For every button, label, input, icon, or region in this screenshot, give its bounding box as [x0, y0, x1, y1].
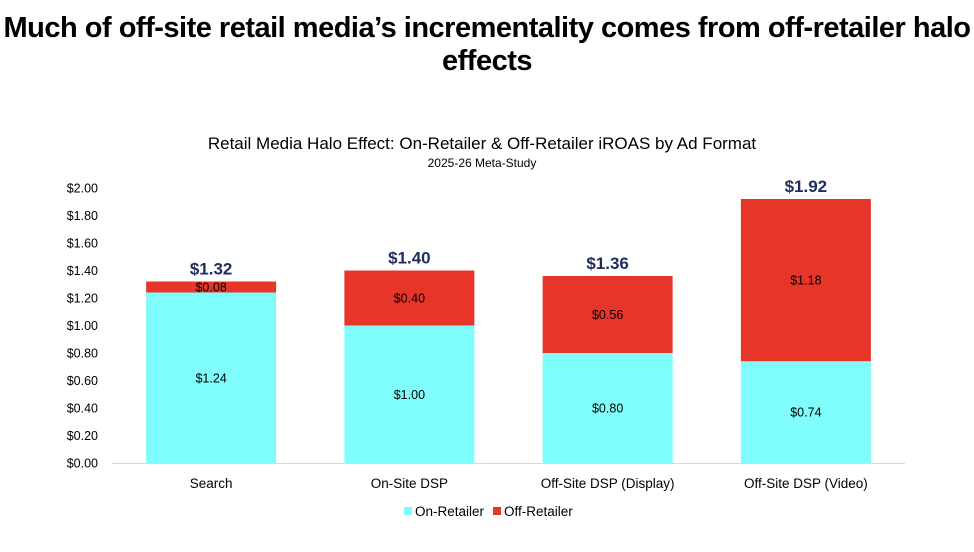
y-tick-label: $0.20 [67, 429, 98, 443]
y-axis: $0.00 $0.20 $0.40 $0.60 $0.80 $1.00 $1.20 $1.40… [67, 182, 98, 471]
data-label: $0.80 [592, 402, 623, 416]
y-tick-label: $2.00 [67, 182, 98, 196]
y-tick-label: $0.80 [67, 347, 98, 361]
y-tick-label: $0.00 [67, 457, 98, 471]
data-label: $0.08 [195, 281, 226, 295]
x-tick-label: Search [190, 476, 233, 491]
data-label: $1.00 [394, 388, 425, 402]
bar-segment-on-retailer [146, 292, 277, 463]
y-tick-label: $1.00 [67, 319, 98, 333]
bar-segment-off-retailer [344, 270, 475, 326]
y-tick-label: $1.60 [67, 237, 98, 251]
bar-segment-on-retailer [542, 353, 673, 463]
total-label: $1.36 [586, 254, 629, 273]
legend-swatch [493, 507, 501, 515]
legend-label: Off-Retailer [504, 504, 573, 519]
data-label: $0.74 [790, 406, 821, 420]
bar-segment-on-retailer [740, 361, 871, 463]
x-tick-label: On-Site DSP [371, 476, 448, 491]
bar-segment-on-retailer [344, 325, 475, 463]
bar-segment-off-retailer [740, 199, 871, 362]
total-label: $1.92 [785, 177, 828, 196]
legend-label: On-Retailer [415, 504, 485, 519]
x-axis: Search On-Site DSP Off-Site DSP (Display) O… [112, 463, 905, 491]
page-headline: Much of off-site retail media’s incremen… [3, 12, 971, 77]
data-label: $1.24 [195, 371, 226, 385]
y-tick-label: $1.20 [67, 292, 98, 306]
legend: On-Retailer Off-Retailer [404, 504, 573, 519]
plot-area: $1.24 $0.08 $1.32 $1.00 $0.40 $1.40 $0.80 $0.56… [146, 177, 871, 463]
bar-segment-off-retailer [146, 281, 277, 293]
chart-title: Retail Media Halo Effect: On-Retailer & … [208, 134, 757, 153]
chart-subtitle: 2025-26 Meta-Study [428, 156, 537, 170]
bar-segment-off-retailer [542, 276, 673, 353]
x-tick-label: Off-Site DSP (Display) [541, 476, 675, 491]
y-tick-label: $1.80 [67, 209, 98, 223]
y-tick-label: $0.40 [67, 402, 98, 416]
total-label: $1.32 [190, 260, 233, 279]
total-label: $1.40 [388, 249, 431, 268]
data-label: $0.40 [394, 292, 425, 306]
legend-swatch [404, 507, 412, 515]
data-label: $0.56 [592, 308, 623, 322]
y-tick-label: $0.60 [67, 374, 98, 388]
y-tick-label: $1.40 [67, 264, 98, 278]
data-label: $1.18 [790, 274, 821, 288]
x-tick-label: Off-Site DSP (Video) [744, 476, 868, 491]
